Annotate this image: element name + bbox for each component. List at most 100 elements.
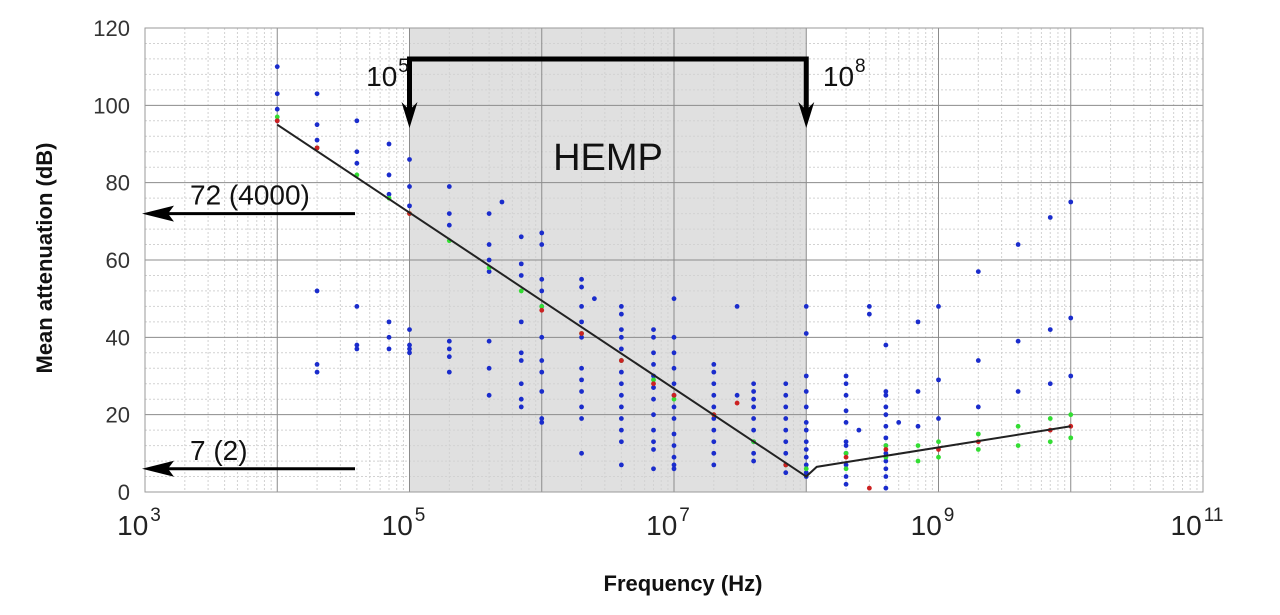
- mean-point: [803, 466, 809, 472]
- measurement-point: [883, 450, 889, 456]
- measurement-point: [518, 381, 524, 387]
- mean-point: [671, 396, 677, 402]
- median-point: [579, 331, 584, 336]
- measurement-point: [843, 462, 849, 468]
- measurement-point: [783, 439, 789, 445]
- measurement-point: [751, 450, 757, 456]
- measurement-point: [711, 416, 717, 421]
- measurement-point: [579, 377, 584, 383]
- measurement-point: [711, 404, 717, 410]
- measurement-point: [803, 454, 809, 460]
- measurement-point: [407, 342, 412, 348]
- mean-point: [975, 447, 981, 452]
- measurement-point: [803, 373, 809, 379]
- mean-point: [883, 443, 889, 448]
- measurement-point: [618, 439, 624, 445]
- mean-point: [1068, 412, 1074, 418]
- measurement-point: [711, 427, 717, 433]
- measurement-point: [843, 420, 849, 425]
- measurement-point: [407, 203, 412, 209]
- bracket-label: 105: [366, 56, 409, 92]
- measurement-point: [579, 404, 584, 410]
- measurement-point: [843, 481, 849, 487]
- measurement-point: [883, 458, 889, 464]
- measurement-point: [386, 191, 392, 197]
- measurement-point: [671, 462, 677, 468]
- mean-point: [518, 288, 524, 294]
- measurement-point: [711, 450, 717, 456]
- measurement-point: [579, 284, 584, 290]
- measurement-point: [446, 211, 452, 217]
- measurement-point: [883, 423, 889, 429]
- measurement-point: [843, 392, 849, 398]
- median-point: [734, 400, 740, 406]
- measurement-point: [354, 118, 360, 124]
- measurement-point: [651, 327, 656, 332]
- measurement-point: [1015, 242, 1021, 247]
- measurement-point: [883, 392, 889, 398]
- measurement-point: [883, 435, 889, 441]
- x-tick-label: 10 7: [646, 505, 690, 541]
- measurement-point: [539, 358, 545, 363]
- x-tick-label: 10 3: [117, 505, 161, 541]
- measurement-point: [843, 373, 849, 379]
- measurement-point: [486, 257, 492, 263]
- measurement-point: [539, 276, 545, 282]
- measurement-point: [734, 392, 740, 398]
- mean-point: [274, 114, 280, 120]
- annotations: 72 (4000) 7 (2): [142, 180, 355, 477]
- measurement-point: [883, 485, 889, 491]
- measurement-point: [486, 211, 492, 217]
- measurement-point: [407, 327, 412, 332]
- median-point: [866, 485, 872, 491]
- measurement-point: [518, 273, 524, 278]
- measurement-point: [314, 362, 320, 367]
- measurement-point: [803, 439, 809, 445]
- measurement-point: [539, 369, 545, 375]
- measurement-point: [671, 350, 677, 356]
- measurement-point: [783, 404, 789, 410]
- measurement-point: [843, 474, 849, 479]
- measurement-point: [354, 342, 360, 348]
- measurement-point: [651, 466, 656, 472]
- measurement-point: [486, 269, 492, 274]
- measurement-point: [883, 404, 889, 410]
- measurement-point: [618, 327, 624, 332]
- median-point: [274, 118, 280, 124]
- measurement-point: [1068, 315, 1074, 321]
- measurement-point: [671, 454, 677, 460]
- measurement-point: [579, 276, 584, 282]
- mean-point: [1015, 443, 1021, 448]
- measurement-point: [446, 222, 452, 228]
- measurement-point: [618, 304, 624, 309]
- y-tick-label: 120: [93, 16, 130, 41]
- measurement-point: [883, 466, 889, 472]
- measurement-point: [671, 466, 677, 472]
- measurement-point: [407, 350, 412, 356]
- measurement-point: [803, 447, 809, 452]
- annotation-arrow-head: [142, 205, 174, 222]
- measurement-point: [936, 416, 941, 421]
- measurement-point: [843, 439, 849, 445]
- measurement-point: [618, 462, 624, 468]
- mean-point: [651, 377, 656, 383]
- measurement-point: [354, 346, 360, 352]
- measurement-point: [651, 362, 656, 367]
- measurement-point: [446, 346, 452, 352]
- x-tick-label: 10 11: [1171, 505, 1224, 541]
- measurement-point: [734, 304, 740, 309]
- mean-point: [936, 439, 941, 445]
- measurement-point: [651, 427, 656, 433]
- measurement-point: [783, 470, 789, 476]
- x-tick-label: 10 9: [911, 505, 955, 541]
- measurement-point: [314, 369, 320, 375]
- measurement-point: [751, 381, 757, 387]
- median-point: [314, 145, 320, 151]
- median-point: [651, 381, 656, 387]
- measurement-point: [671, 334, 677, 340]
- y-tick-label: 40: [106, 325, 130, 350]
- measurement-point: [751, 427, 757, 433]
- measurement-point: [407, 184, 412, 189]
- y-tick-label: 0: [118, 480, 130, 505]
